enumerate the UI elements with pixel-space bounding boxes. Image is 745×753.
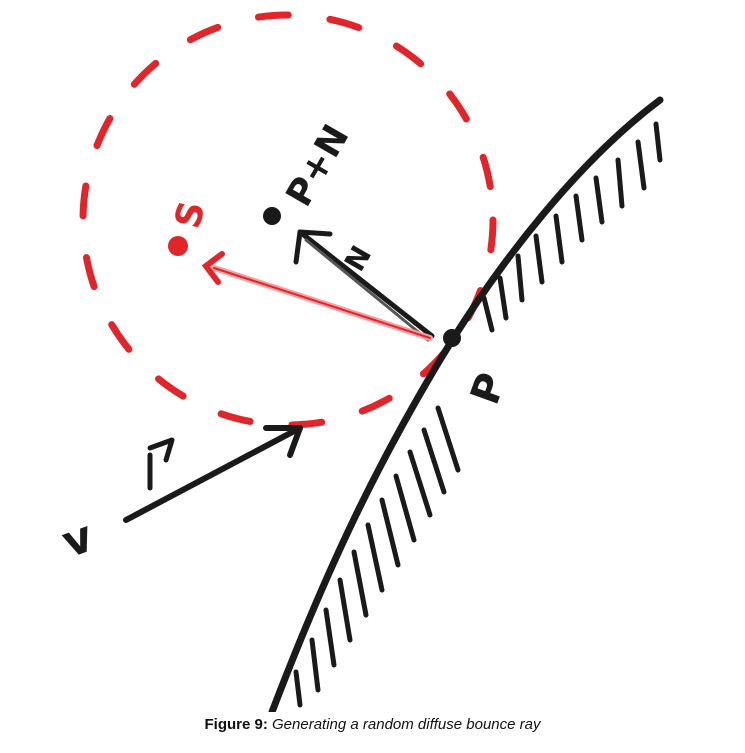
- point-p-plus-n: [263, 207, 281, 225]
- label-p-plus-n: P+N: [279, 118, 358, 214]
- normal-arrow: [296, 232, 432, 340]
- caption-text: Generating a random diffuse bounce ray: [272, 716, 541, 733]
- diffuse-bounce-diagram: v N P P+N S: [0, 0, 745, 712]
- unit-sphere: [83, 15, 493, 425]
- surface-curve: [272, 100, 660, 712]
- figure-caption: Figure 9: Generating a random diffuse bo…: [0, 716, 745, 733]
- surface-hatching: [296, 124, 660, 705]
- random-ray: [206, 254, 430, 338]
- label-v: v: [56, 511, 101, 569]
- label-p: P: [462, 367, 515, 410]
- label-s: S: [168, 197, 214, 233]
- v-vector-mark: [150, 440, 172, 488]
- point-s: [168, 236, 188, 256]
- point-p: [443, 329, 461, 347]
- caption-label: Figure 9:: [204, 716, 267, 733]
